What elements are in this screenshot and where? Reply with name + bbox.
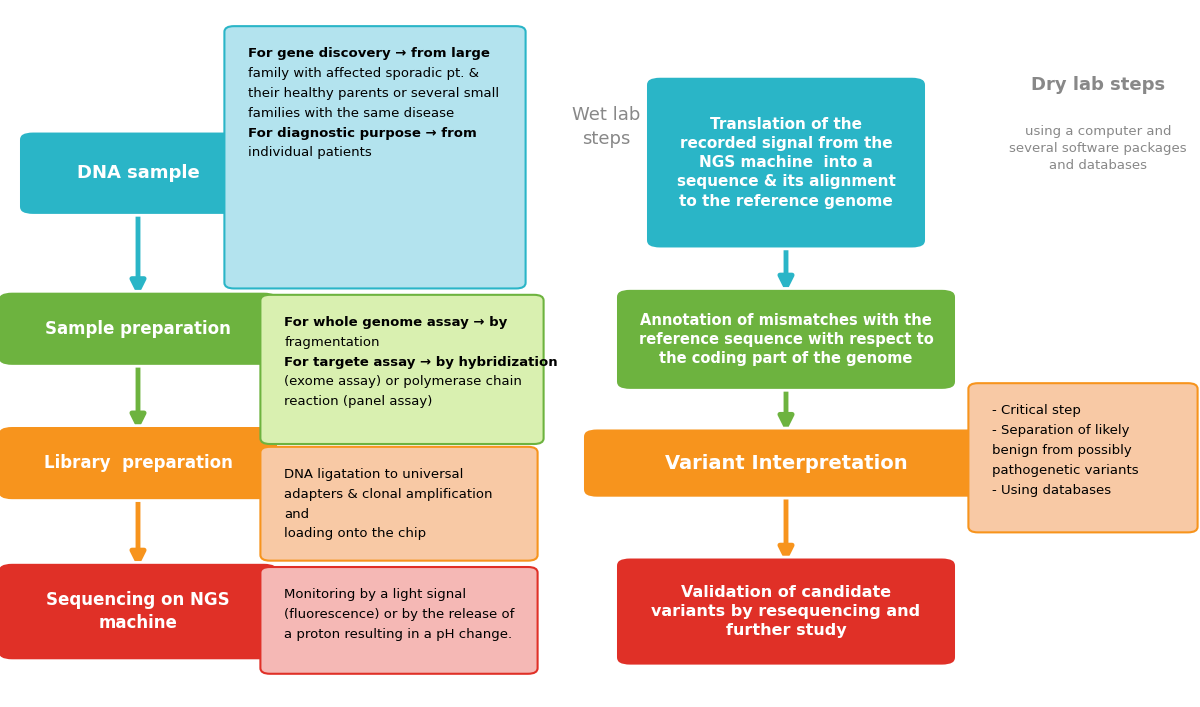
Text: (exome assay) or polymerase chain: (exome assay) or polymerase chain [284,375,522,388]
Text: families with the same disease: families with the same disease [248,107,455,119]
FancyBboxPatch shape [0,426,278,501]
Text: reaction (panel assay): reaction (panel assay) [284,395,433,408]
Text: Validation of candidate
variants by resequencing and
further study: Validation of candidate variants by rese… [652,585,920,638]
Text: a proton resulting in a pH change.: a proton resulting in a pH change. [284,628,512,641]
Text: Library  preparation: Library preparation [43,454,233,472]
FancyBboxPatch shape [0,563,278,660]
Text: DNA sample: DNA sample [77,164,199,182]
Text: Translation of the
recorded signal from the
NGS machine  into a
sequence & its a: Translation of the recorded signal from … [677,117,895,209]
Text: individual patients: individual patients [248,146,372,159]
Text: - Separation of likely: - Separation of likely [992,424,1130,437]
FancyBboxPatch shape [646,76,926,249]
Text: adapters & clonal amplification: adapters & clonal amplification [284,488,493,501]
Text: (fluorescence) or by the release of: (fluorescence) or by the release of [284,608,515,621]
Text: For whole genome assay → by: For whole genome assay → by [284,316,508,329]
Text: Dry lab steps: Dry lab steps [1031,76,1165,94]
Text: Variant Interpretation: Variant Interpretation [665,454,907,472]
Text: family with affected sporadic pt. &: family with affected sporadic pt. & [248,67,480,80]
Text: benign from possibly: benign from possibly [992,444,1132,457]
Text: - Critical step: - Critical step [992,404,1081,417]
Text: For diagnostic purpose → from: For diagnostic purpose → from [248,127,478,139]
FancyBboxPatch shape [224,26,526,288]
Text: fragmentation: fragmentation [284,336,380,349]
FancyBboxPatch shape [616,288,956,390]
FancyBboxPatch shape [616,557,956,666]
FancyBboxPatch shape [260,447,538,561]
Text: Wet lab
steps: Wet lab steps [572,107,640,148]
Text: DNA ligatation to universal: DNA ligatation to universal [284,468,463,481]
FancyBboxPatch shape [0,291,278,366]
Text: and: and [284,508,310,520]
FancyBboxPatch shape [968,383,1198,532]
FancyBboxPatch shape [583,428,989,498]
Text: - Using databases: - Using databases [992,484,1111,496]
Text: using a computer and
several software packages
and databases: using a computer and several software pa… [1009,125,1187,172]
Text: Annotation of mismatches with the
reference sequence with respect to
the coding : Annotation of mismatches with the refere… [638,312,934,366]
FancyBboxPatch shape [260,567,538,674]
FancyBboxPatch shape [19,132,257,215]
FancyBboxPatch shape [260,295,544,444]
Text: Sequencing on NGS
machine: Sequencing on NGS machine [46,591,230,632]
Text: Sample preparation: Sample preparation [46,320,230,338]
Text: Monitoring by a light signal: Monitoring by a light signal [284,588,467,601]
Text: For gene discovery → from large: For gene discovery → from large [248,47,491,60]
Text: For targete assay → by hybridization: For targete assay → by hybridization [284,356,558,368]
Text: pathogenetic variants: pathogenetic variants [992,464,1139,477]
Text: loading onto the chip: loading onto the chip [284,527,426,540]
Text: their healthy parents or several small: their healthy parents or several small [248,87,499,100]
